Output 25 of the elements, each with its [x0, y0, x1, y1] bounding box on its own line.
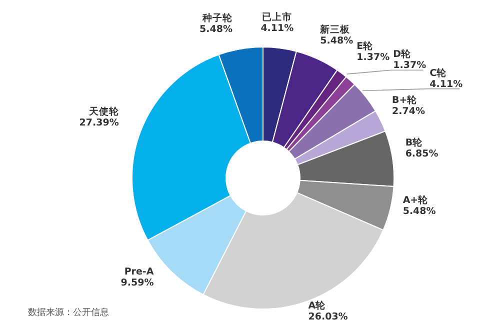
slice-label: D轮	[393, 48, 412, 60]
data-label: 4.11%	[260, 23, 294, 34]
data-label: 27.39%	[79, 118, 120, 129]
data-label: 4.11%	[430, 78, 464, 90]
data-label: 26.03%	[308, 311, 348, 322]
slice-label: B轮	[405, 136, 424, 149]
slice-label: 种子轮	[201, 12, 234, 24]
data-label: 2.74%	[392, 106, 426, 117]
slice-label: A轮	[308, 299, 327, 312]
slice-label: 新三板	[319, 24, 352, 36]
slice-label: E轮	[356, 40, 374, 52]
slice-label: A+轮	[402, 194, 430, 206]
data-label: 5.48%	[320, 36, 354, 47]
data-label: 1.37%	[393, 60, 427, 72]
source-note: 数据来源：公开信息	[28, 306, 109, 319]
slice-label: 天使轮	[88, 106, 120, 118]
slice-label: Pre-A	[124, 266, 154, 278]
data-label: 6.85%	[405, 148, 439, 160]
data-label: 9.59%	[120, 277, 154, 288]
slice-label: B+轮	[392, 94, 418, 106]
data-label: 5.48%	[402, 206, 436, 217]
slice-label: 已上市	[262, 11, 292, 24]
slice-label: C轮	[430, 66, 448, 79]
data-label: 5.48%	[200, 24, 233, 36]
data-label: 1.37%	[356, 52, 390, 63]
